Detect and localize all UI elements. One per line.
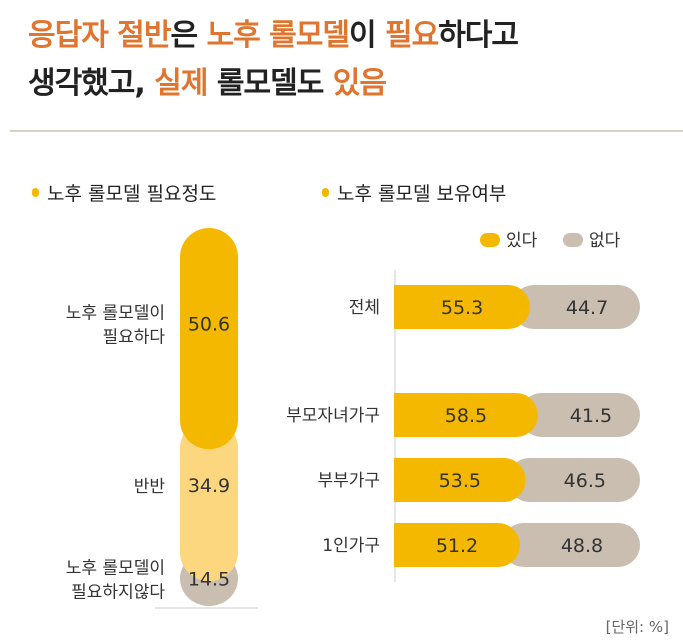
headline-2-segment-0: 생각했고, bbox=[28, 66, 155, 101]
right-bar-yes-flat-2 bbox=[394, 458, 416, 502]
headline-2-segment-3: 있음 bbox=[332, 66, 387, 101]
right-bar-no-value-0: 44.7 bbox=[566, 297, 608, 319]
legend-swatch-yes bbox=[480, 233, 500, 247]
right-bar-category-3: 1인가구 bbox=[322, 536, 380, 556]
divider-rule bbox=[10, 130, 683, 132]
legend-label-yes: 있다 bbox=[506, 231, 538, 251]
headline-line-2: 생각했고, 실제 롤모델도 있음 bbox=[28, 58, 387, 102]
left-bar-value-2: 14.5 bbox=[188, 569, 230, 591]
right-bar-yes-value-2: 53.5 bbox=[439, 470, 481, 492]
right-bar-category-1: 부모자녀가구 bbox=[286, 406, 380, 426]
right-chart-title-text: 노후 롤모델 보유여부 bbox=[337, 183, 507, 205]
bullet-dot-icon bbox=[322, 188, 329, 197]
right-bar-no-value-3: 48.8 bbox=[561, 535, 603, 557]
left-chart-title-text: 노후 롤모델 필요정도 bbox=[47, 183, 217, 205]
headline-1-segment-0: 응답자 절반 bbox=[28, 18, 171, 53]
headline-line-1: 응답자 절반은 노후 롤모델이 필요하다고 bbox=[28, 10, 519, 54]
left-bar-label-1-0: 반반 bbox=[134, 477, 166, 497]
headline-1-segment-1: 은 bbox=[170, 18, 207, 53]
legend-swatch-no bbox=[563, 233, 583, 247]
right-chart-title: 노후 롤모델 보유여부 bbox=[322, 179, 506, 206]
left-bar-value-0: 50.6 bbox=[188, 314, 230, 336]
bullet-dot-icon bbox=[32, 188, 39, 197]
legend-label-no: 없다 bbox=[589, 231, 621, 251]
right-bar-category-0: 전체 bbox=[349, 298, 380, 318]
left-bar-segment-0 bbox=[180, 228, 238, 450]
right-bar-no-3 bbox=[501, 523, 640, 567]
headline-1-segment-5: 하다고 bbox=[438, 18, 519, 53]
right-bar-yes-flat-0 bbox=[394, 285, 416, 329]
right-bar-yes-1 bbox=[394, 393, 538, 437]
unit-label: [단위: %] bbox=[605, 618, 669, 636]
right-bar-no-2 bbox=[507, 458, 640, 502]
legend-item-no: 없다 bbox=[563, 226, 620, 251]
right-bar-yes-0 bbox=[394, 285, 531, 329]
left-chart-title: 노후 롤모델 필요정도 bbox=[32, 179, 216, 206]
right-bar-no-value-1: 41.5 bbox=[570, 405, 612, 427]
right-bar-yes-2 bbox=[394, 458, 526, 502]
headline-1-segment-4: 필요 bbox=[385, 18, 439, 53]
headline-2-segment-1: 실제 bbox=[154, 66, 208, 101]
right-bar-no-0 bbox=[512, 285, 640, 329]
right-bar-yes-flat-1 bbox=[394, 393, 416, 437]
left-bar-segment-1 bbox=[180, 419, 238, 582]
headline-1-segment-3: 이 bbox=[348, 18, 385, 53]
left-bar-label-2-1: 필요하지않다 bbox=[71, 583, 165, 603]
right-bar-yes-flat-3 bbox=[394, 523, 416, 567]
right-bar-no-1 bbox=[519, 393, 640, 437]
right-bar-yes-3 bbox=[394, 523, 520, 567]
right-bar-no-value-2: 46.5 bbox=[564, 470, 606, 492]
headline-2-segment-2: 롤모델도 bbox=[207, 66, 333, 101]
headline-1-segment-2: 노후 롤모델 bbox=[206, 18, 350, 53]
right-bar-yes-value-1: 58.5 bbox=[445, 405, 487, 427]
left-bar-label-2-0: 노후 롤모델이 bbox=[66, 559, 165, 579]
right-bar-yes-value-0: 55.3 bbox=[441, 297, 483, 319]
right-bar-yes-value-3: 51.2 bbox=[436, 535, 478, 557]
right-bar-category-2: 부부가구 bbox=[317, 471, 380, 491]
left-bar-label-0-1: 필요하다 bbox=[102, 328, 165, 348]
left-bar-value-1: 34.9 bbox=[188, 475, 230, 497]
left-bar-label-0-0: 노후 롤모델이 bbox=[66, 304, 165, 324]
legend-item-yes: 있다 bbox=[480, 226, 537, 251]
